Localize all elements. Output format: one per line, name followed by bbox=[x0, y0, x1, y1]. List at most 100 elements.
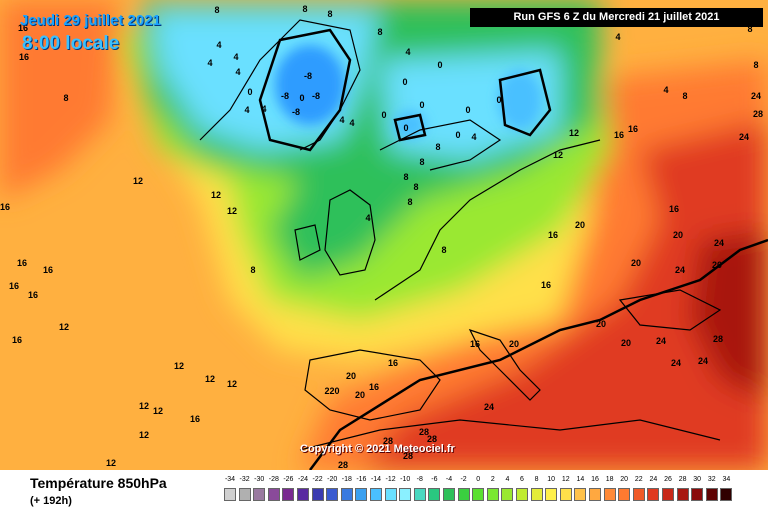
isotherm-label: 24 bbox=[751, 91, 761, 101]
scale-swatch bbox=[267, 488, 280, 501]
scale-swatch bbox=[486, 488, 499, 501]
coast-iberia bbox=[304, 349, 441, 421]
isotherm-label: 16 bbox=[0, 202, 10, 212]
isotherm-label: 12 bbox=[227, 379, 237, 389]
isotherm-label: 12 bbox=[133, 176, 143, 186]
isotherm-label: 20 bbox=[596, 319, 606, 329]
isotherm-label: 8 bbox=[407, 197, 412, 207]
isotherm-label: 12 bbox=[174, 361, 184, 371]
isotherm-label: 12 bbox=[139, 401, 149, 411]
scale-tick-label: -2 bbox=[460, 476, 467, 483]
isotherm-label: 4 bbox=[365, 213, 370, 223]
scale-tick-label: 8 bbox=[534, 476, 539, 483]
isotherm-label: 0 bbox=[465, 105, 470, 115]
isotherm-label: 16 bbox=[548, 230, 558, 240]
isotherm-label: 28 bbox=[753, 109, 763, 119]
scale-swatch bbox=[224, 488, 236, 501]
scale-tick-label: -18 bbox=[341, 476, 352, 483]
coast-italy bbox=[468, 328, 541, 401]
isotherm-label: 0 bbox=[437, 60, 442, 70]
scale-swatch bbox=[516, 488, 528, 501]
scale-swatch bbox=[413, 488, 426, 501]
scale-tick-label: 30 bbox=[693, 476, 702, 483]
isotherm-label: 12 bbox=[211, 190, 221, 200]
isotherm-label: 16 bbox=[369, 382, 379, 392]
isotherm-label: 8 bbox=[419, 157, 424, 167]
scale-tick-label: -12 bbox=[385, 476, 396, 483]
isotherm-label: 24 bbox=[739, 132, 749, 142]
scale-swatch bbox=[311, 488, 324, 501]
isotherm-label: 0 bbox=[402, 77, 407, 87]
scale-tick-label: 28 bbox=[678, 476, 687, 483]
isotherm-label: 4 bbox=[207, 58, 212, 68]
scale-swatch bbox=[647, 488, 660, 501]
isotherm-label: 12 bbox=[205, 374, 215, 384]
isotherm-label: 8 bbox=[377, 27, 382, 37]
scale-tick-label: 18 bbox=[605, 476, 614, 483]
isotherm-zero-east bbox=[498, 68, 552, 137]
isotherm-label: 4 bbox=[615, 32, 620, 42]
coast-continent bbox=[374, 139, 601, 301]
isotherm-label: -8 bbox=[312, 91, 320, 101]
scale-swatch bbox=[530, 488, 543, 501]
isotherm-label: 16 bbox=[669, 204, 679, 214]
scale-tick-label: 20 bbox=[620, 476, 629, 483]
scale-tick-label: 26 bbox=[664, 476, 672, 483]
isotherm-20 bbox=[309, 238, 768, 470]
isotherm-label: 20 bbox=[712, 260, 722, 270]
isotherm-label: 20 bbox=[509, 339, 519, 349]
isotherm-label: 16 bbox=[43, 265, 53, 275]
cold-core-2 bbox=[498, 70, 542, 130]
isotherm-label: 0 bbox=[381, 110, 386, 120]
isotherm-zero bbox=[258, 28, 552, 152]
isotherm-label: 16 bbox=[628, 124, 638, 134]
isotherm-label: 28 bbox=[338, 460, 348, 470]
coast-scandinavia bbox=[199, 19, 361, 151]
scale-tick-label: 16 bbox=[591, 476, 599, 483]
legend-footer: Température 850hPa (+ 192h) -34 -32 -30 -28… bbox=[0, 470, 768, 512]
isotherm-label: 20 bbox=[631, 258, 641, 268]
scale-swatch bbox=[457, 488, 470, 501]
scale-tick-label: -28 bbox=[268, 476, 279, 483]
isotherm-label: 0 bbox=[403, 123, 408, 133]
isotherm-label: 4 bbox=[244, 105, 249, 115]
coast-british-isles bbox=[324, 189, 376, 276]
isotherm-label: 24 bbox=[698, 356, 708, 366]
forecast-time: 8:00 locale bbox=[22, 33, 120, 54]
coast-africa bbox=[299, 419, 721, 451]
isotherm-label: 16 bbox=[28, 290, 38, 300]
isotherm-label: 24 bbox=[671, 358, 681, 368]
isotherm-label: 4 bbox=[235, 67, 240, 77]
isotherm-label: 4 bbox=[233, 52, 238, 62]
isotherm-label: 4 bbox=[405, 47, 410, 57]
isotherm-label: 24 bbox=[714, 238, 724, 248]
scale-swatch bbox=[676, 488, 689, 501]
isotherm-label: 28 bbox=[713, 334, 723, 344]
scale-swatch bbox=[238, 488, 251, 501]
scale-tick-label: -10 bbox=[400, 476, 411, 483]
scale-swatch bbox=[370, 488, 382, 501]
scale-tick-label: 32 bbox=[707, 476, 716, 483]
isotherm-label: 8 bbox=[302, 4, 307, 14]
isotherm-label: 4 bbox=[349, 118, 354, 128]
scale-tick-label: -30 bbox=[254, 476, 265, 483]
isotherm-label: 24 bbox=[484, 402, 494, 412]
isotherm-label: 28 bbox=[419, 427, 429, 437]
scale-swatch bbox=[282, 488, 295, 501]
scale-swatch bbox=[472, 488, 485, 501]
isotherm-label: 8 bbox=[63, 93, 68, 103]
isotherm-label: 16 bbox=[190, 414, 200, 424]
isotherm-label: 12 bbox=[106, 458, 116, 468]
scale-swatch bbox=[340, 488, 353, 501]
isotherm-label: 16 bbox=[388, 358, 398, 368]
scale-tick-label: 0 bbox=[476, 476, 481, 483]
isotherm-zero-baltic bbox=[393, 113, 427, 142]
isotherm-label: 8 bbox=[413, 182, 418, 192]
scale-tick-label: -26 bbox=[283, 476, 294, 483]
scale-swatch bbox=[589, 488, 601, 501]
scale-swatch bbox=[428, 488, 441, 501]
isotherm-label: 8 bbox=[441, 245, 446, 255]
isotherm-label: -8 bbox=[292, 107, 300, 117]
scale-swatch bbox=[662, 488, 674, 501]
isotherm-label: 8 bbox=[435, 142, 440, 152]
